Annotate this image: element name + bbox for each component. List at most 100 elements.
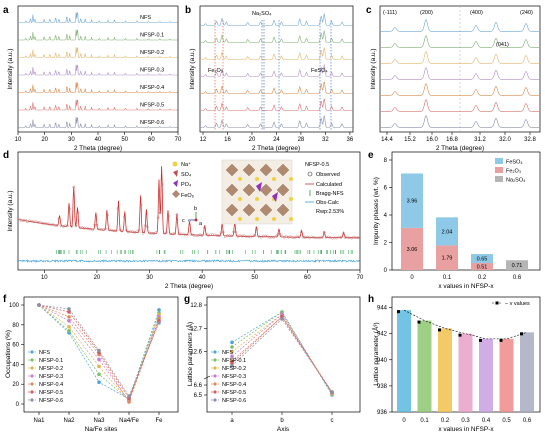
feo6-polyhedron xyxy=(259,203,273,217)
y-tick-label: 6.5 xyxy=(194,393,203,399)
panel-g-frame xyxy=(206,296,361,413)
na-ion xyxy=(255,197,259,201)
axis-a-label: a xyxy=(199,221,203,227)
x-tick-label: 0.4 xyxy=(482,418,491,424)
panel-a-xlabel: 2 Theta (degree) xyxy=(74,145,122,152)
xrd-trace xyxy=(381,35,539,48)
observed-point xyxy=(51,223,55,226)
difference-curve xyxy=(17,258,360,263)
observed-point xyxy=(68,207,71,211)
data-point xyxy=(230,345,234,349)
observed-point xyxy=(280,234,284,238)
x-tick-label: 16.0 xyxy=(426,137,438,143)
bar-data-label: 0.51 xyxy=(477,264,488,270)
observed-point xyxy=(101,228,105,231)
stacked-bar-segment xyxy=(471,262,493,270)
xrd-trace xyxy=(18,82,178,93)
observed-point xyxy=(249,235,252,239)
bar-data-label: 0.71 xyxy=(512,263,523,269)
feo6-polyhedron xyxy=(242,183,256,197)
observed-point xyxy=(221,230,225,234)
x-tick-label: 0.6 xyxy=(523,418,532,424)
series-line xyxy=(231,316,333,394)
observed-marker xyxy=(307,171,313,177)
observed-point xyxy=(91,228,94,232)
observed-point xyxy=(341,232,345,235)
y-tick-label: 6.6 xyxy=(194,383,203,389)
data-point xyxy=(157,321,161,325)
x-tick-label: 0 xyxy=(402,418,406,424)
legend-label: NFSP-0.6 xyxy=(39,398,63,404)
y-tick-label: 942 xyxy=(377,332,388,338)
peak-label-041: (041) xyxy=(496,42,509,48)
panel-c-xlabel: 2 Theta (degree) xyxy=(436,145,484,152)
observed-point xyxy=(114,229,118,233)
panel-d-frame xyxy=(17,151,361,271)
series-line xyxy=(231,311,333,395)
panel-d: d 10 20 30 40 50 60 70 Na⁺ SO₄ PO₄ FeO₆ b c a xyxy=(3,150,364,290)
observed-point xyxy=(339,236,343,239)
panel-b-xlabel: 2 Theta (degree) xyxy=(252,145,300,152)
data-point xyxy=(417,320,421,324)
observed-point xyxy=(223,235,227,238)
x-tick-label: 70 xyxy=(357,275,364,281)
x-tick-label: 10 xyxy=(15,137,22,143)
feo6-polyhedron xyxy=(242,163,256,177)
x-tick-label: Fe xyxy=(155,418,163,424)
xrd-trace xyxy=(200,64,353,77)
series-line xyxy=(38,304,160,402)
observed-point xyxy=(230,234,233,238)
calculated-profile xyxy=(17,166,360,239)
observed-point xyxy=(85,226,88,230)
series-label: NFSP-0.4 xyxy=(140,85,164,91)
x-tick-label: 15.2 xyxy=(404,137,416,143)
observed-point xyxy=(202,226,206,230)
x-tick-label: 0 xyxy=(410,275,414,281)
data-point xyxy=(97,364,101,369)
panel-f: f Na1 Na2 Na3 Na4/Fe Fe 0 20 40 60 80 100 NFS NFSP-… xyxy=(3,294,179,433)
sample-name: NFSP-0.5 xyxy=(305,162,329,168)
x-tick-label: 28 xyxy=(298,137,305,143)
panel-c-frame xyxy=(379,5,541,133)
observed-point xyxy=(207,234,210,237)
stacked-bar-segment xyxy=(401,227,423,270)
observed-point xyxy=(160,182,164,186)
panel-e-xlabel: x values in NFSP-x xyxy=(438,283,494,290)
feo6-polyhedron xyxy=(259,183,273,197)
observed-points xyxy=(17,182,360,240)
data-point xyxy=(127,394,131,398)
bar xyxy=(520,332,534,412)
observed-point xyxy=(205,232,208,236)
data-point xyxy=(499,338,503,342)
observed-point xyxy=(308,236,311,240)
rwp-value: Rwp:2.53% xyxy=(316,209,344,215)
panel-e-axis: 0 0.1 0.2 0.6 0 2 4 6 8 xyxy=(384,158,522,281)
legend-label: NFS xyxy=(39,350,50,356)
xrd-trace xyxy=(200,98,353,111)
panel-f-ylabel: Occupations (%) xyxy=(5,330,12,378)
panel-g-xlabel: Axis xyxy=(277,426,290,433)
series-label: NFSP-0.3 xyxy=(140,68,164,74)
panel-b-ylabel: Intensity (a.u.) xyxy=(189,48,196,89)
panel-g-ylabel: Lattice parameters (Å) xyxy=(185,322,194,386)
series-line xyxy=(231,313,333,395)
observed-point xyxy=(74,224,78,228)
panel-e-ylabel: Impurity phases (wt. %) xyxy=(373,177,380,245)
data-point xyxy=(157,308,161,312)
legend-label: NFSP-0.1 xyxy=(222,358,246,364)
y-tick-label: 0 xyxy=(384,268,388,274)
xrd-trace xyxy=(381,99,539,112)
panel-h-xlabel: x values in NFSP-x xyxy=(438,426,494,433)
y-tick-label: 20 xyxy=(12,382,19,388)
legend-marker xyxy=(30,374,34,378)
x-tick-label: 0.3 xyxy=(461,418,470,424)
observed-point xyxy=(118,228,122,232)
x-tick-label: 24 xyxy=(273,137,280,143)
x-tick-label: 70 xyxy=(175,137,182,143)
series-label: NFSP-0.5 xyxy=(140,103,164,109)
xrd-trace xyxy=(200,47,353,60)
observed-point xyxy=(76,211,80,214)
axis-a-dot xyxy=(194,218,198,222)
feo6-polyhedron xyxy=(225,183,239,197)
x-tick-label: 31.2 xyxy=(474,137,486,143)
